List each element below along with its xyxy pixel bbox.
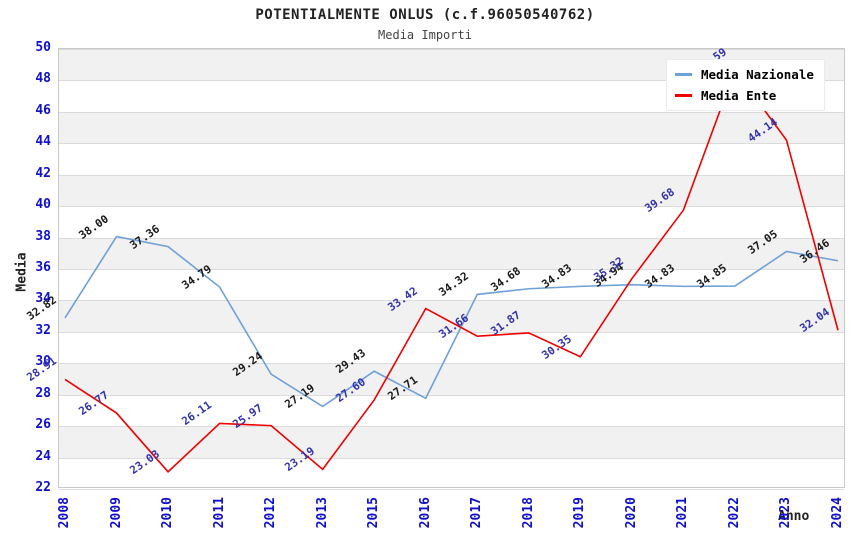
legend-label: Media Nazionale: [701, 67, 814, 82]
x-tick-label: 2013: [314, 497, 330, 529]
gridline: [59, 269, 844, 270]
gridline: [59, 174, 844, 176]
x-tick-label: 2017: [469, 497, 485, 529]
x-tick-label: 2019: [572, 497, 588, 529]
legend-label: Media Ente: [701, 88, 777, 103]
y-tick-label: 30: [35, 354, 51, 370]
y-tick-label: 28: [35, 385, 51, 401]
legend-item-media-ente: Media Ente: [675, 85, 814, 106]
y-tick-label: 46: [35, 102, 51, 118]
gridline: [59, 363, 844, 365]
y-tick-label: 32: [35, 322, 51, 338]
x-tick-label: 2022: [726, 497, 742, 529]
plot-area: [58, 48, 845, 490]
gridline: [59, 300, 844, 302]
gridline: [59, 143, 844, 145]
gridline: [59, 331, 844, 333]
gridline: [59, 394, 844, 396]
gridline: [59, 206, 844, 208]
x-tick-label: 2021: [675, 497, 691, 529]
y-tick-label: 36: [35, 260, 51, 275]
x-tick-label: 2024: [830, 497, 845, 529]
y-tick-label: 48: [35, 71, 51, 87]
x-tick-label: 2012: [263, 497, 279, 529]
series-lines: [64, 68, 839, 473]
series-line-media-ente: [64, 68, 839, 473]
x-tick-label: 2020: [623, 497, 639, 529]
series-line-media-nazionale: [64, 235, 839, 408]
x-axis-title: Anno: [778, 509, 810, 524]
gridline: [59, 111, 844, 113]
x-tick-label: 2016: [417, 497, 433, 529]
plot-stripe-band: [59, 363, 844, 395]
chart-title: POTENTIALMENTE ONLUS (c.f.96050540762): [255, 7, 595, 23]
legend-item-media-nazionale: Media Nazionale: [675, 64, 814, 85]
gridline: [59, 426, 844, 428]
chart-subtitle: Media Importi: [378, 28, 472, 42]
y-tick-label: 24: [35, 448, 51, 464]
y-tick-label: 40: [35, 197, 51, 213]
y-tick-label: 26: [35, 417, 51, 433]
y-tick-label: 38: [35, 228, 51, 244]
x-tick-label: 2011: [211, 497, 227, 529]
plot-stripe-band: [59, 300, 844, 332]
gridline: [59, 237, 844, 239]
gridline: [59, 80, 844, 82]
x-tick-label: 2010: [160, 497, 176, 529]
y-tick-label: 44: [35, 134, 51, 150]
y-tick-label: 22: [35, 480, 51, 495]
x-tick-label: 2009: [108, 497, 124, 529]
x-tick-label: 2008: [57, 497, 72, 529]
y-tick-label: 34: [35, 291, 51, 307]
gridline: [59, 489, 844, 490]
legend-swatch-icon: [675, 94, 692, 97]
legend-swatch-icon: [675, 73, 692, 76]
legend: Media Nazionale Media Ente: [666, 59, 825, 111]
plot-stripe-band: [59, 174, 844, 207]
x-tick-label: 2015: [366, 497, 382, 529]
y-tick-label: 50: [35, 40, 51, 55]
gridline: [59, 457, 844, 459]
gridline: [59, 49, 844, 50]
x-tick-label: 2023: [778, 497, 794, 529]
x-tick-label: 2018: [520, 497, 536, 529]
y-tick-label: 42: [35, 165, 51, 181]
